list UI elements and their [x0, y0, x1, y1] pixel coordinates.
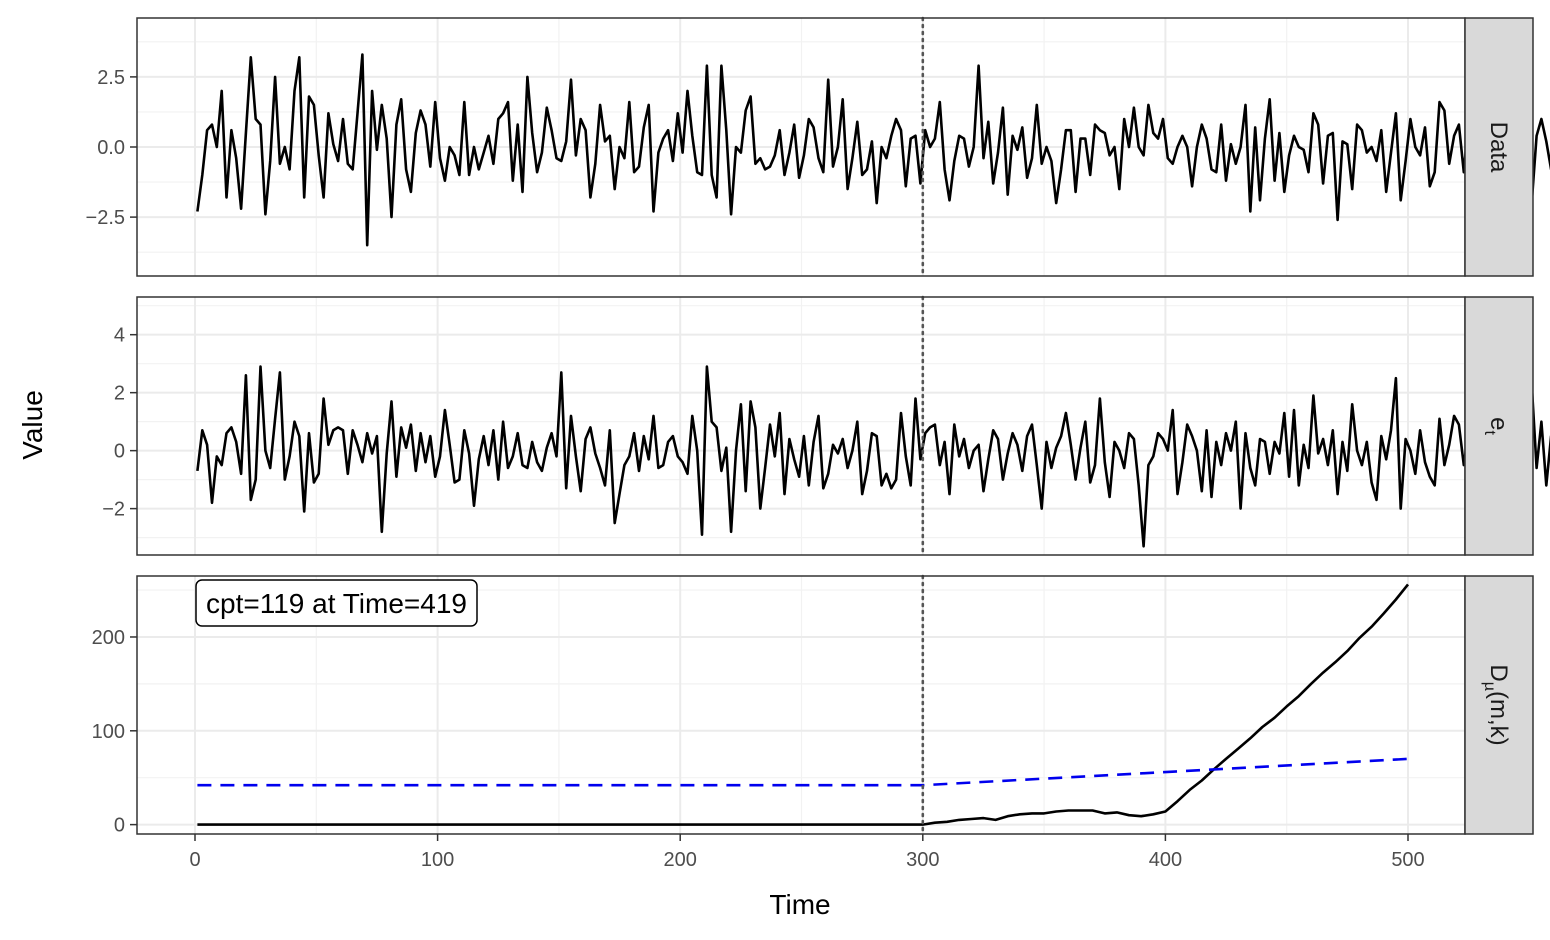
facet-strip-label: Dµ(m,k): [1481, 664, 1512, 745]
strip-label-main: e: [1485, 417, 1512, 430]
annotation-label: cpt=119 at Time=419: [195, 579, 478, 627]
y-tick-label: 4: [114, 325, 125, 347]
panel-2: −2 0 2 4 et: [102, 295, 1550, 557]
panel-3: 0 100 200 Dµ(m,k) cpt=119 at Time=419: [92, 574, 1534, 837]
x-tick-label: 200: [664, 849, 697, 871]
panel-1: −2.5 0.0 2.5 Data: [86, 16, 1550, 278]
y-tick-label: −2.5: [86, 207, 125, 229]
series-line: [196, 365, 1550, 548]
facet-strip-label: Data: [1485, 122, 1512, 173]
strip-label-subscript: t: [1481, 430, 1498, 435]
y-tick-label: 200: [92, 627, 125, 649]
chart-panels: −2.5 0.0 2.5 Data −2 0 2 4 et 0 100 200 Dµ(m,k) cpt=1…: [86, 16, 1550, 837]
x-tick-label: 300: [906, 849, 939, 871]
facet-strip: [1464, 296, 1534, 556]
x-tick-label: 100: [421, 849, 454, 871]
strip-label-subscript: µ: [1481, 682, 1498, 691]
strip-label-rest: (m,k): [1485, 691, 1512, 746]
y-tick-label: 0: [114, 441, 125, 463]
x-tick-label: 400: [1149, 849, 1182, 871]
y-tick-label: −2: [102, 499, 125, 521]
y-tick-label: 0: [114, 815, 125, 837]
y-tick-label: 0.0: [97, 137, 125, 159]
series-line: [196, 53, 1550, 247]
strip-label-main: Data: [1485, 122, 1512, 173]
annotation-box: [195, 579, 478, 627]
facet-strip: [1464, 575, 1534, 835]
x-axis: 0 100 200 300 400 500: [189, 834, 1425, 871]
annotation-text: cpt=119 at Time=419: [206, 588, 467, 619]
strip-label-main: D: [1485, 664, 1512, 681]
x-axis-title: Time: [769, 889, 830, 920]
series-line: [197, 583, 1410, 826]
y-tick-label: 100: [92, 721, 125, 743]
x-tick-label: 0: [189, 849, 200, 871]
facet-strip: [1464, 17, 1534, 277]
y-tick-label: 2.5: [97, 67, 125, 89]
y-axis-title: Value: [17, 390, 48, 460]
facet-strip-label: et: [1481, 417, 1512, 435]
x-tick-label: 500: [1391, 849, 1424, 871]
y-tick-label: 2: [114, 383, 125, 405]
